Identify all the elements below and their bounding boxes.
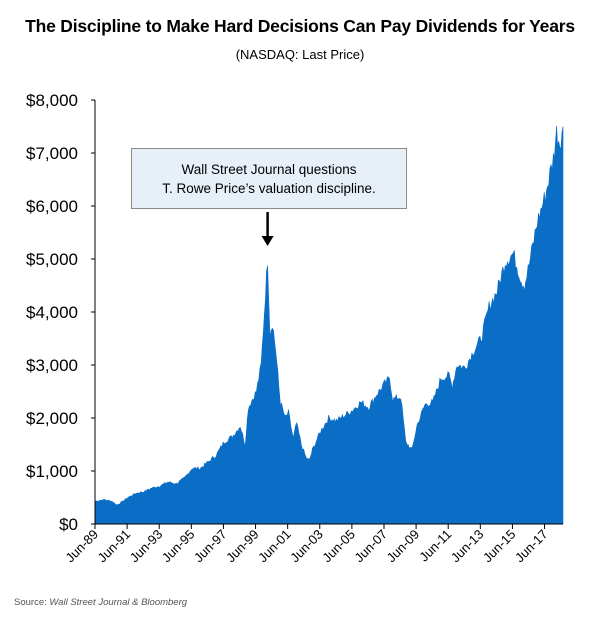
y-tick-label: $6,000 xyxy=(26,197,78,216)
chart-title: The Discipline to Make Hard Decisions Ca… xyxy=(25,16,575,36)
y-tick-label: $1,000 xyxy=(26,462,78,481)
y-tick-label: $0 xyxy=(59,515,78,534)
source-note: Source: Wall Street Journal & Bloomberg xyxy=(14,597,187,608)
x-tick-label: Jun-05 xyxy=(319,527,358,566)
y-axis-ticks: $0 $1,000 $2,000 $3,000 $4,000 $5,000 $6,000 $7… xyxy=(26,91,95,534)
annotation-arrow xyxy=(261,212,274,246)
y-tick-label: $4,000 xyxy=(26,303,78,322)
x-tick-label: Jun-99 xyxy=(223,527,262,566)
arrow-head xyxy=(261,236,274,246)
x-tick-label: Jun-11 xyxy=(416,527,454,565)
price-area xyxy=(94,125,564,525)
y-tick-label: $3,000 xyxy=(26,356,78,375)
source-text: Wall Street Journal & Bloomberg xyxy=(49,597,188,608)
x-tick-label: Jun-01 xyxy=(255,527,294,566)
x-tick-label: Jun-03 xyxy=(287,527,326,566)
annotation-line-1: Wall Street Journal questions xyxy=(181,162,357,177)
x-tick-label: Jun-97 xyxy=(191,527,230,566)
x-tick-label: Jun-91 xyxy=(95,527,134,566)
x-tick-label: Jun-15 xyxy=(480,527,519,566)
x-tick-label: Jun-07 xyxy=(351,527,390,566)
y-tick-label: $7,000 xyxy=(26,144,78,163)
source-label: Source: xyxy=(14,597,47,608)
y-tick-label: $5,000 xyxy=(26,250,78,269)
y-tick-label: $8,000 xyxy=(26,91,78,110)
y-tick-label: $2,000 xyxy=(26,409,78,428)
x-tick-label: Jun-09 xyxy=(384,527,423,566)
x-axis-ticks: Jun-89Jun-91Jun-93Jun-95Jun-97Jun-99Jun-… xyxy=(62,524,551,566)
area-layer xyxy=(94,125,564,525)
x-tick-label: Jun-93 xyxy=(127,527,166,566)
x-tick-label: Jun-13 xyxy=(448,527,487,566)
annotation-callout: Wall Street Journal questions T. Rowe Pr… xyxy=(131,148,407,209)
x-tick-label: Jun-95 xyxy=(159,527,198,566)
x-tick-label: Jun-17 xyxy=(512,527,551,566)
annotation-line-2: T. Rowe Price’s valuation discipline. xyxy=(162,181,376,196)
chart-subtitle: (NASDAQ: Last Price) xyxy=(235,47,365,62)
